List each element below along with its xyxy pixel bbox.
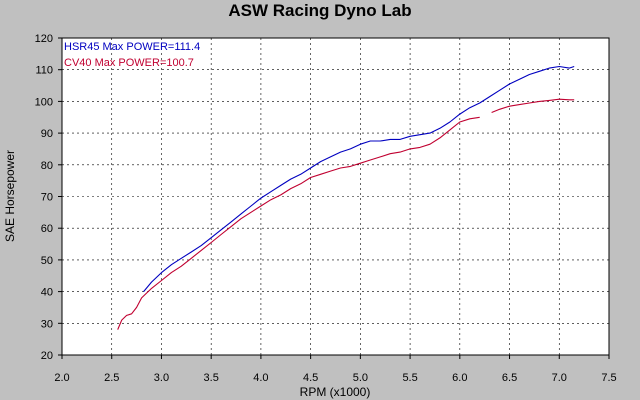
y-tick-label: 50: [41, 255, 53, 267]
y-tick-label: 90: [41, 128, 53, 140]
x-tick-label: 4.5: [303, 372, 318, 384]
series-lines: [117, 65, 575, 330]
y-axis-label: SAE Horsepower: [3, 150, 17, 242]
x-tick-label: 6.0: [452, 372, 467, 384]
legend-entry-hsr45: HSR45 Max POWER=111.4: [64, 41, 200, 53]
x-tick-label: 4.0: [253, 372, 268, 384]
y-tick-label: 30: [41, 318, 53, 330]
x-tick-label: 2.5: [104, 372, 119, 384]
legend: HSR45 Max POWER=111.4 CV40 Max POWER=100.…: [64, 41, 200, 69]
x-tick-label: 3.5: [204, 372, 219, 384]
y-tick-label: 100: [35, 96, 53, 108]
x-axis-label: RPM (x1000): [300, 385, 371, 399]
series-line-hsr45: [143, 65, 575, 292]
y-ticks: 20 30 40 50 60 70 80 90 100 110 120: [35, 33, 62, 362]
chart-title: ASW Racing Dyno Lab: [228, 1, 412, 20]
series-line-cv40: [117, 98, 575, 330]
x-tick-label: 7.5: [601, 372, 616, 384]
x-tick-label: 5.5: [402, 372, 417, 384]
x-tick-label: 6.5: [502, 372, 517, 384]
y-tick-label: 20: [41, 350, 53, 362]
grid: [62, 38, 609, 355]
y-tick-label: 40: [41, 287, 53, 299]
x-tick-label: 5.0: [353, 372, 368, 384]
y-tick-label: 80: [41, 160, 53, 172]
plot-area: [62, 38, 609, 355]
x-ticks: 2.0 2.5 3.0 3.5 4.0 4.5 5.0 5.5 6.0 6.5 7.0 7.5: [54, 355, 617, 384]
x-tick-label: 3.0: [154, 372, 169, 384]
y-tick-label: 110: [35, 65, 53, 77]
x-tick-label: 7.0: [552, 372, 567, 384]
legend-entry-cv40: CV40 Max POWER=100.7: [64, 57, 194, 69]
x-tick-label: 2.0: [54, 372, 69, 384]
y-tick-label: 120: [35, 33, 53, 45]
y-tick-label: 70: [41, 192, 53, 204]
y-tick-label: 60: [41, 223, 53, 235]
